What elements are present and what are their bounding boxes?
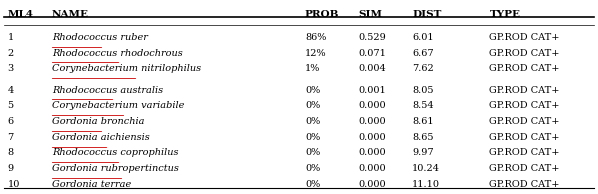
Text: 0%: 0% xyxy=(305,148,320,158)
Text: 0%: 0% xyxy=(305,164,320,173)
Text: Rhodococcus rhodochrous: Rhodococcus rhodochrous xyxy=(52,49,183,58)
Text: 0%: 0% xyxy=(305,101,320,110)
Text: GP.ROD CAT+: GP.ROD CAT+ xyxy=(490,133,560,142)
Text: 1: 1 xyxy=(7,33,14,42)
Text: 0%: 0% xyxy=(305,180,320,189)
Text: Corynebacterium nitrilophilus: Corynebacterium nitrilophilus xyxy=(52,64,201,73)
Text: 0.004: 0.004 xyxy=(359,64,386,73)
Text: 9.97: 9.97 xyxy=(412,148,434,158)
Text: 86%: 86% xyxy=(305,33,327,42)
Text: 6.67: 6.67 xyxy=(412,49,434,58)
Text: GP.ROD CAT+: GP.ROD CAT+ xyxy=(490,101,560,110)
Text: 9: 9 xyxy=(7,164,14,173)
Text: 0.000: 0.000 xyxy=(359,180,386,189)
Text: GP.ROD CAT+: GP.ROD CAT+ xyxy=(490,117,560,126)
Text: PROB: PROB xyxy=(305,10,340,19)
Text: 0.001: 0.001 xyxy=(359,86,386,95)
Text: 0.071: 0.071 xyxy=(359,49,386,58)
Text: 6.01: 6.01 xyxy=(412,33,434,42)
Text: 0.000: 0.000 xyxy=(359,148,386,158)
Text: SIM: SIM xyxy=(359,10,383,19)
Text: GP.ROD CAT+: GP.ROD CAT+ xyxy=(490,64,560,73)
Text: 10: 10 xyxy=(7,180,20,189)
Text: GP.ROD CAT+: GP.ROD CAT+ xyxy=(490,164,560,173)
Text: 4: 4 xyxy=(7,86,14,95)
Text: Rhodococcus australis: Rhodococcus australis xyxy=(52,86,163,95)
Text: 7: 7 xyxy=(7,133,14,142)
Text: GP.ROD CAT+: GP.ROD CAT+ xyxy=(490,33,560,42)
Text: 7.62: 7.62 xyxy=(412,64,434,73)
Text: GP.ROD CAT+: GP.ROD CAT+ xyxy=(490,148,560,158)
Text: GP.ROD CAT+: GP.ROD CAT+ xyxy=(490,86,560,95)
Text: GP.ROD CAT+: GP.ROD CAT+ xyxy=(490,49,560,58)
Text: Corynebacterium variabile: Corynebacterium variabile xyxy=(52,101,184,110)
Text: 8.61: 8.61 xyxy=(412,117,434,126)
Text: Gordonia aichiensis: Gordonia aichiensis xyxy=(52,133,150,142)
Text: 3: 3 xyxy=(7,64,14,73)
Text: ML4: ML4 xyxy=(7,10,33,19)
Text: 0.000: 0.000 xyxy=(359,133,386,142)
Text: 8: 8 xyxy=(7,148,14,158)
Text: 0%: 0% xyxy=(305,133,320,142)
Text: NAME: NAME xyxy=(52,10,89,19)
Text: 8.54: 8.54 xyxy=(412,101,434,110)
Text: Gordonia bronchia: Gordonia bronchia xyxy=(52,117,145,126)
Text: DIST: DIST xyxy=(412,10,441,19)
Text: 6: 6 xyxy=(7,117,14,126)
Text: 0.529: 0.529 xyxy=(359,33,386,42)
Text: Rhodococcus coprophilus: Rhodococcus coprophilus xyxy=(52,148,178,158)
Text: Rhodococcus ruber: Rhodococcus ruber xyxy=(52,33,148,42)
Text: Gordonia terrae: Gordonia terrae xyxy=(52,180,131,189)
Text: 8.65: 8.65 xyxy=(412,133,434,142)
Text: 0.000: 0.000 xyxy=(359,164,386,173)
Text: 5: 5 xyxy=(7,101,14,110)
Text: GP.ROD CAT+: GP.ROD CAT+ xyxy=(490,180,560,189)
Text: 8.05: 8.05 xyxy=(412,86,434,95)
Text: 10.24: 10.24 xyxy=(412,164,440,173)
Text: Gordonia rubropertinctus: Gordonia rubropertinctus xyxy=(52,164,179,173)
Text: 0.000: 0.000 xyxy=(359,101,386,110)
Text: TYPE: TYPE xyxy=(490,10,520,19)
Text: 2: 2 xyxy=(7,49,14,58)
Text: 0%: 0% xyxy=(305,86,320,95)
Text: 0.000: 0.000 xyxy=(359,117,386,126)
Text: 1%: 1% xyxy=(305,64,321,73)
Text: 0%: 0% xyxy=(305,117,320,126)
Text: 12%: 12% xyxy=(305,49,327,58)
Text: 11.10: 11.10 xyxy=(412,180,440,189)
